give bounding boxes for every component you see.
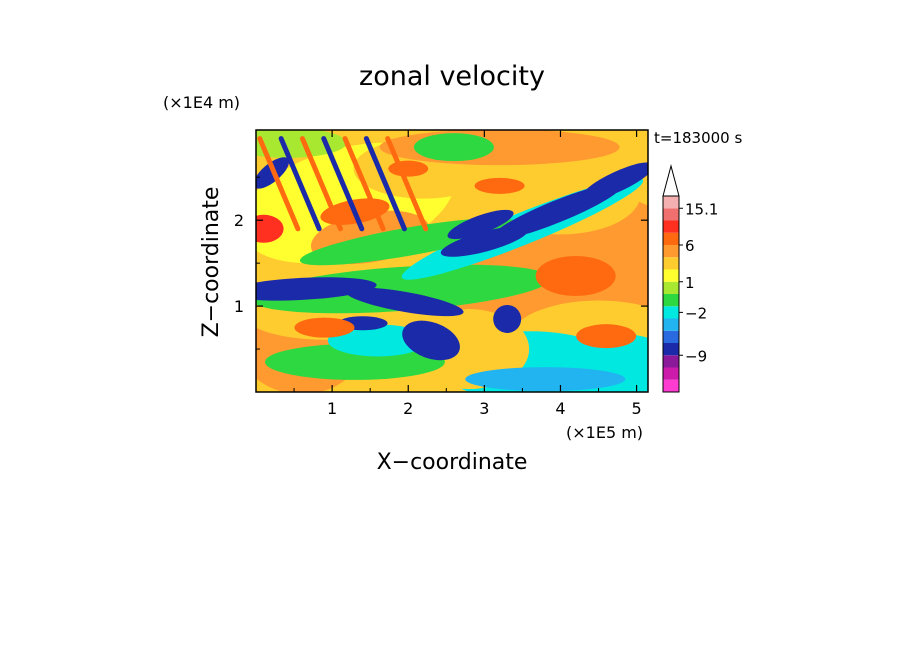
colorbar-swatch	[663, 196, 679, 209]
contour-patch	[256, 264, 551, 314]
wave-stripe	[299, 136, 343, 232]
contour-patch	[294, 317, 355, 338]
contour-patch	[474, 177, 525, 194]
colorbar-label: 6	[685, 237, 695, 255]
x-tick-label: 2	[403, 399, 413, 418]
wave-stripe	[321, 136, 365, 232]
colorbar-label: −9	[685, 347, 707, 365]
colorbar-label: 1	[685, 274, 695, 292]
x-tick-label: 3	[479, 399, 489, 418]
x-tick-label: 1	[327, 399, 337, 418]
plot-frame	[255, 129, 649, 393]
colorbar-swatch	[663, 306, 679, 319]
colorbar-label: 15.1	[685, 200, 718, 218]
contour-patch	[345, 287, 464, 317]
wave-stripe	[342, 136, 386, 232]
y-tick-label: 1	[234, 297, 244, 316]
colorbar-swatch	[663, 294, 679, 307]
contour-patch	[256, 277, 377, 301]
colorbar-swatch	[663, 232, 679, 245]
contour-patch	[447, 209, 514, 240]
colorbar-swatch	[663, 343, 679, 356]
x-tick-label: 4	[555, 399, 565, 418]
contour-patch	[576, 324, 637, 349]
colorbar-swatch	[663, 245, 679, 258]
colorbar-extension-arrow	[662, 164, 680, 197]
colorbar-swatch	[663, 355, 679, 368]
colorbar-swatch	[663, 330, 679, 343]
colorbar-swatch	[663, 220, 679, 233]
contour-patch	[581, 162, 648, 201]
chart-title: zonal velocity	[359, 61, 545, 92]
x-axis-label: X−coordinate	[377, 450, 528, 475]
contour-patch	[535, 256, 616, 297]
y-axis-label: Z−coordinate	[199, 187, 224, 338]
colorbar-swatch	[663, 269, 679, 282]
velocity-field	[256, 130, 648, 392]
y-tick-label: 2	[234, 211, 244, 230]
y-unit-label: (×1E4 m)	[163, 93, 240, 112]
contour-patch	[413, 133, 494, 162]
colorbar-swatch	[663, 367, 679, 380]
colorbar-label: −2	[685, 304, 707, 322]
colorbar: 15.1 6 1 −2 −9	[662, 164, 718, 393]
contour-patch	[402, 320, 460, 361]
contour-patch	[465, 367, 626, 392]
x-unit-label: (×1E5 m)	[566, 423, 643, 442]
colorbar-swatch	[663, 257, 679, 270]
colorbar-swatch	[663, 208, 679, 221]
colorbar-swatch	[663, 318, 679, 331]
contour-patch	[256, 214, 284, 243]
wave-stripe	[257, 136, 301, 232]
time-label: t=183000 s	[654, 129, 742, 147]
contour-patch	[256, 157, 290, 189]
wave-stripe	[278, 136, 322, 232]
x-tick-label: 5	[631, 399, 641, 418]
wave-stripe	[363, 136, 407, 232]
colorbar-frame	[662, 195, 680, 393]
colorbar-swatch	[663, 379, 679, 392]
colorbar-swatch	[663, 281, 679, 294]
contour-patch	[493, 304, 522, 333]
wave-stripe	[385, 136, 429, 232]
contour-patch	[388, 160, 429, 177]
x-axis: 1 2 3 4 5	[293, 130, 642, 418]
y-axis: 12	[234, 176, 648, 350]
